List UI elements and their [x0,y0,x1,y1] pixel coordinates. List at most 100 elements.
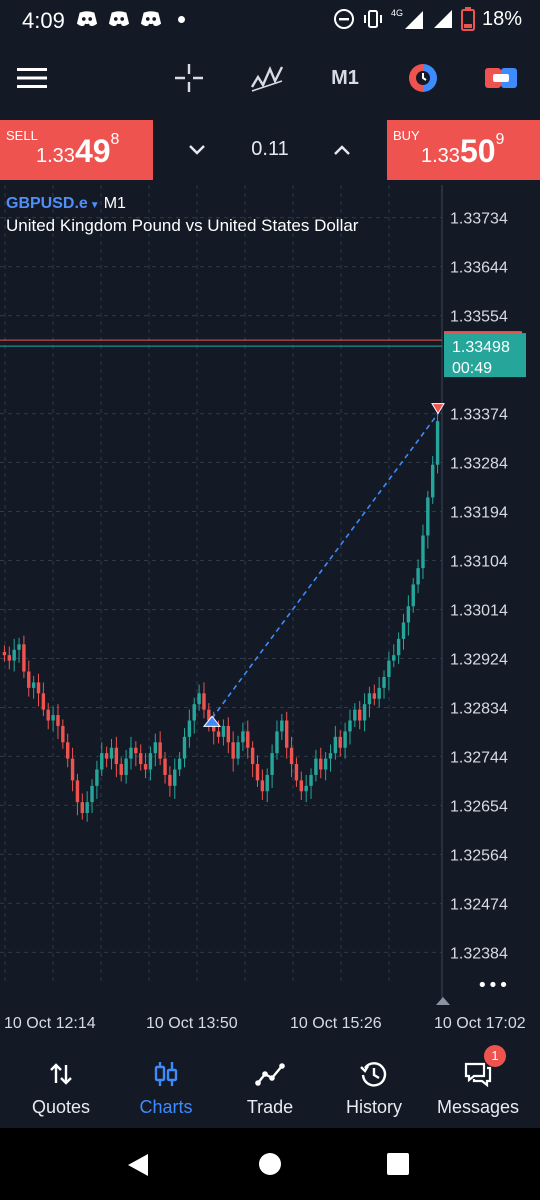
chart-canvas[interactable]: 1.33734 1.33644 1.33554 1.33374 1.33284 1.331… [0,185,540,1045]
nav-charts-label: Charts [139,1097,193,1117]
discord-icon [108,11,130,27]
notification-dot [178,16,185,23]
candle-body [36,682,41,694]
trade-toggle-button[interactable] [480,58,522,98]
buy-button[interactable]: BUY 1.33509 [387,120,540,180]
candle-body [70,758,75,781]
candle-countdown: 00:49 [452,360,492,377]
candle-body [411,584,415,607]
candle-body [406,606,411,623]
y-tick-label: 1.32744 [450,749,508,766]
trade-bar: SELL 1.33498 0.11 BUY 1.33509 [0,120,540,180]
candle-body [153,742,158,754]
symbol-description: United Kingdom Pound vs United States Do… [6,216,359,235]
chart-timeframe: M1 [103,195,126,212]
candle-body [401,622,406,639]
recents-icon[interactable] [387,1153,409,1175]
trade-toggle-icon [485,68,517,88]
candle-body [51,715,55,721]
more-options-icon[interactable]: ••• [477,975,509,996]
home-icon[interactable] [258,1152,282,1176]
candle-body [416,568,420,585]
candle-body [265,774,269,792]
nav-messages-label: Messages [436,1097,520,1117]
candle-body [348,720,352,732]
discord-icon [76,11,98,27]
candle-body [65,742,70,759]
candle-body [435,421,440,465]
chevron-down-icon [189,145,205,155]
x-tick-label: 10 Oct 17:02 [434,1015,526,1032]
lot-size-value[interactable]: 0.11 [251,138,289,160]
nav-trade[interactable]: Trade [216,1045,324,1128]
candle-body [143,764,148,770]
y-tick-label: 1.33554 [450,309,508,326]
timeframe-button[interactable]: M1 [322,58,368,98]
candle-body [260,780,265,792]
menu-icon [17,68,47,88]
candle-body [12,649,16,661]
status-bar: 4:09 4G 18% [0,0,540,40]
y-tick-label: 1.33374 [450,407,508,424]
candle-body [202,693,206,710]
x-tick-label: 10 Oct 13:50 [146,1015,238,1032]
scroll-end-icon [436,997,450,1005]
candle-body [31,682,36,688]
lot-increase-button[interactable] [325,134,359,166]
candle-body [158,742,162,759]
crosshair-button[interactable] [168,58,210,98]
charts-icon [154,1062,178,1086]
candle-body [85,802,89,814]
candle-body [226,725,231,743]
candle-body [309,774,313,786]
candle-body [392,655,396,661]
lot-decrease-button[interactable] [180,134,214,166]
back-icon[interactable] [126,1152,150,1178]
candle-body [124,758,128,775]
vibrate-icon [363,10,382,28]
y-tick-label: 1.33104 [450,554,508,571]
y-tick-label: 1.32654 [450,798,508,815]
candle-body [246,731,250,748]
candle-body [197,693,201,705]
sell-price-prefix: 1.33 [36,145,75,167]
menu-button[interactable] [12,58,52,98]
symbol-line[interactable]: GBPUSD.e ▼ M1 [6,195,126,213]
candle-body [119,764,123,775]
sell-price-sup: 8 [110,131,120,148]
candle-body [7,655,12,661]
y-tick-label: 1.33734 [450,211,508,228]
candle-body [343,731,347,748]
sell-button[interactable]: SELL 1.33498 [0,120,153,180]
buy-price-sup: 9 [495,131,505,148]
y-tick-label: 1.32384 [450,945,508,962]
price-chart[interactable]: 1.33734 1.33644 1.33554 1.33374 1.33284 1.331… [0,185,540,1045]
nav-quotes[interactable]: Quotes [7,1045,115,1128]
sell-arrow-icon [431,403,445,415]
candle-body [328,753,333,759]
candle-body [114,747,119,765]
candle-body [357,709,362,721]
candle-body [95,769,99,786]
one-click-trading-button[interactable] [402,58,444,98]
candle-body [168,774,172,786]
buy-label: BUY [393,128,420,143]
battery-percent: 18% [481,7,522,30]
bid-price-tag-label: 1.33498 [452,339,510,356]
nav-charts[interactable]: Charts [112,1045,220,1128]
status-right: 4G 18% [333,6,522,32]
sell-price: 1.33498 [36,131,120,170]
signal-icon [433,10,452,28]
symbol-name[interactable]: GBPUSD.e [6,195,88,212]
nav-history[interactable]: History [320,1045,428,1128]
candle-body [207,709,211,721]
candle-body [284,720,289,748]
buy-price-prefix: 1.33 [421,145,460,167]
x-tick-label: 10 Oct 12:14 [4,1015,96,1032]
indicators-button[interactable] [246,58,288,98]
candle-body [372,693,377,699]
candle-body [382,676,386,688]
nav-messages[interactable]: 1 Messages [424,1045,532,1128]
y-tick-label: 1.32924 [450,651,508,668]
candle-body [192,704,196,721]
